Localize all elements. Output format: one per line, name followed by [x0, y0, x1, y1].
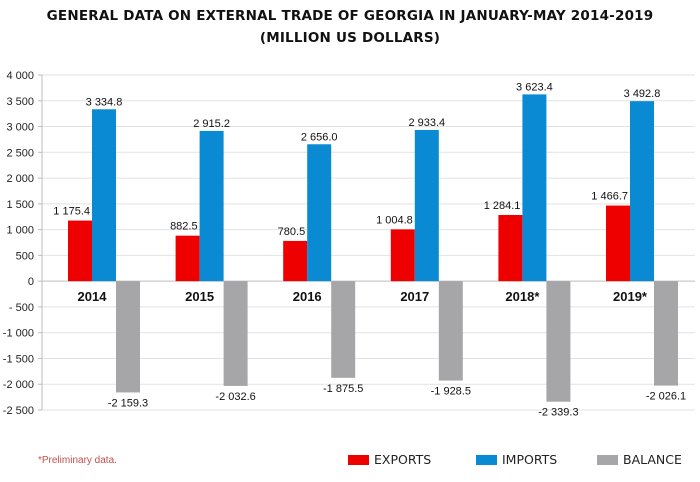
data-label-exports: 1 284.1 [484, 200, 521, 212]
data-labels: 1 175.4 3 334.8 -2 159.3 882.5 2 915.2 -2 032… [53, 81, 686, 418]
y-tick-label: -1 000 [3, 328, 34, 340]
y-tick-label: 0 [28, 276, 34, 288]
y-tick-label: -2 000 [3, 379, 34, 391]
y-tick-label: 3 000 [6, 122, 34, 134]
x-category-label: 2019* [613, 289, 648, 304]
data-label-exports: 1 004.8 [376, 214, 413, 226]
legend-swatch-balance [597, 454, 618, 465]
y-tick-label: -1 500 [3, 353, 34, 365]
data-label-imports: 2 915.2 [193, 118, 230, 130]
bar-imports [199, 130, 224, 282]
y-tick-label: 2 000 [6, 173, 34, 185]
x-category-label: 2018* [505, 289, 540, 304]
legend-swatch-imports [476, 454, 497, 465]
chart-title: GENERAL DATA ON EXTERNAL TRADE OF GEORGI… [46, 8, 654, 24]
bar-balance [116, 281, 140, 393]
x-category-label: 2014 [78, 289, 108, 304]
bar-balance [438, 281, 463, 381]
footnote: *Preliminary data. [38, 455, 117, 466]
data-label-exports: 1 466.7 [591, 191, 628, 203]
legend-item-imports: IMPORTS [476, 452, 557, 467]
bar-exports [68, 220, 92, 282]
bars [68, 94, 678, 402]
y-axis: 4 000 3 500 3 000 2 500 2 000 1 500 1 000 500 0 -… [3, 70, 695, 417]
data-label-exports: 1 175.4 [53, 206, 90, 218]
y-tick-label: -2 500 [3, 405, 34, 417]
data-label-imports: 2 933.4 [408, 117, 445, 129]
bar-balance [546, 281, 571, 402]
y-tick-label: 1 000 [6, 225, 34, 237]
y-tick-label: 4 000 [6, 70, 34, 82]
bar-exports [175, 235, 200, 282]
legend-item-balance: BALANCE [597, 452, 682, 467]
data-label-balance: -2 339.3 [538, 407, 578, 419]
chart-subtitle: (MILLION US DOLLARS) [259, 30, 441, 46]
legend-swatch-exports [348, 454, 369, 465]
bar-imports [522, 94, 547, 282]
data-label-balance: -2 026.1 [646, 391, 686, 403]
bar-exports [390, 229, 415, 282]
bar-exports [606, 205, 630, 282]
data-label-imports: 2 656.0 [301, 131, 338, 143]
legend-label-imports: IMPORTS [502, 452, 558, 467]
bar-imports [630, 101, 654, 282]
data-label-imports: 3 334.8 [86, 96, 123, 108]
data-label-exports: 780.5 [278, 226, 306, 238]
bar-imports [307, 144, 332, 282]
data-label-balance: -1 928.5 [431, 386, 471, 398]
legend-item-exports: EXPORTS [348, 452, 431, 467]
x-category-label: 2016 [293, 289, 322, 304]
x-category-label: 2017 [400, 289, 429, 304]
bar-imports [92, 109, 116, 282]
data-label-imports: 3 492.8 [624, 88, 661, 100]
bar-exports [283, 240, 308, 282]
bar-exports [498, 214, 523, 282]
bar-balance [654, 281, 678, 386]
bar-balance [223, 281, 248, 386]
bar-imports [414, 129, 439, 282]
gridlines [42, 74, 695, 411]
y-tick-label: 2 500 [6, 147, 34, 159]
data-label-exports: 882.5 [170, 221, 198, 233]
y-tick-label: - 500 [9, 302, 34, 314]
data-label-balance: -2 159.3 [108, 397, 148, 409]
category-labels: 2014 2015 2016 2017 2018* 2019* [78, 289, 648, 304]
legend-label-exports: EXPORTS [374, 452, 432, 467]
y-tick-label: 3 500 [6, 96, 34, 108]
data-label-imports: 3 623.4 [516, 81, 553, 93]
legend-label-balance: BALANCE [623, 452, 682, 467]
x-category-label: 2015 [185, 289, 214, 304]
y-tick-label: 1 500 [6, 199, 34, 211]
data-label-balance: -2 032.6 [215, 391, 255, 403]
data-label-balance: -1 875.5 [323, 383, 363, 395]
bar-balance [331, 281, 356, 378]
y-tick-label: 500 [16, 250, 34, 262]
